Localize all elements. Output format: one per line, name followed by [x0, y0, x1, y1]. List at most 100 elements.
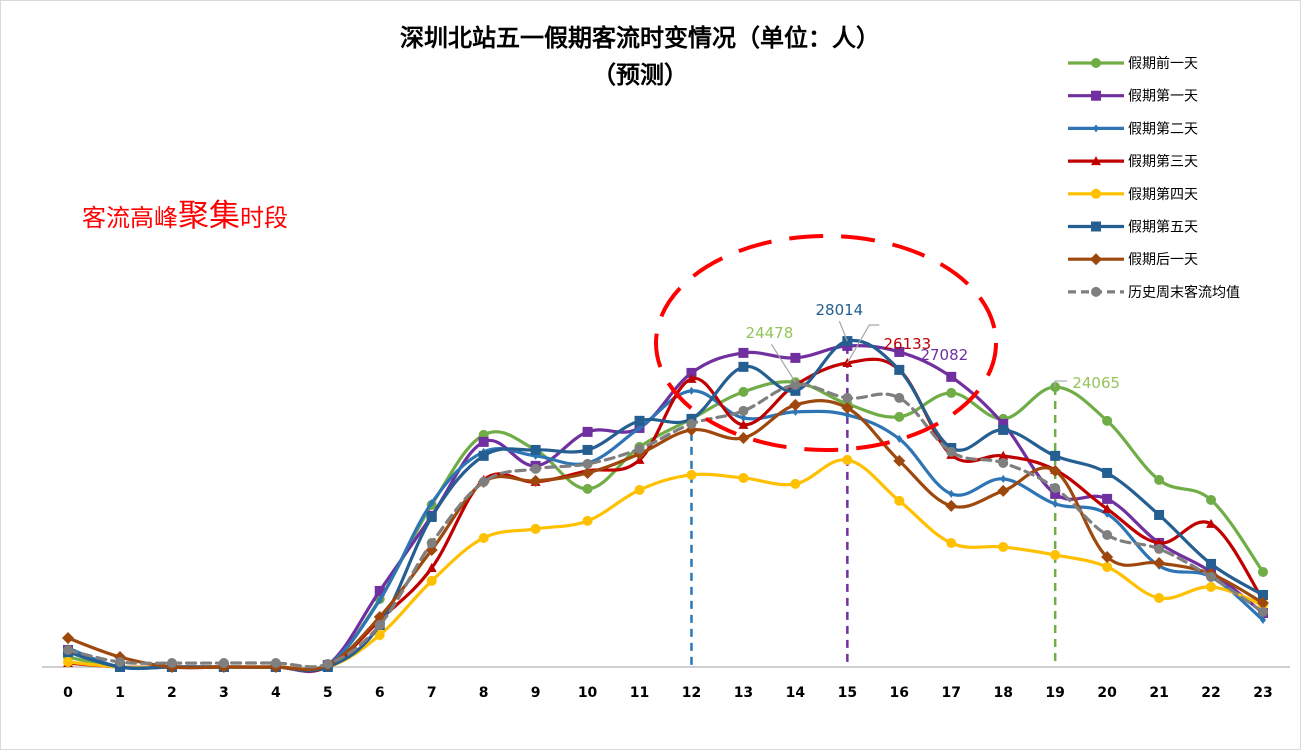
x-tick-label: 7: [427, 685, 437, 701]
data-point: [998, 424, 1009, 435]
data-point: [945, 499, 958, 512]
legend-item: 假期第五天: [1068, 219, 1198, 236]
data-point: [1154, 543, 1165, 554]
legend-label: 假期后一天: [1128, 252, 1198, 268]
data-point: [894, 364, 905, 375]
legend-item: 假期后一天: [1068, 252, 1198, 268]
x-tick-label: 18: [993, 685, 1012, 701]
legend-swatch-marker: [1091, 156, 1101, 166]
data-label-leader: [770, 343, 796, 383]
data-point: [530, 444, 541, 455]
peak-annotation-emphasis: 聚集: [178, 198, 240, 234]
data-point: [844, 410, 851, 419]
legend-label: 假期第三天: [1128, 153, 1198, 170]
data-point: [1102, 493, 1113, 504]
data-point: [1050, 549, 1061, 560]
legend-swatch-marker: [1091, 188, 1101, 199]
data-label: 28014: [815, 301, 863, 319]
data-point: [1206, 494, 1217, 505]
data-point: [894, 495, 905, 506]
data-point: [738, 472, 749, 483]
data-point: [634, 415, 645, 426]
x-tick-label: 2: [167, 685, 177, 701]
legend-label: 假期前一天: [1128, 55, 1198, 72]
data-point: [998, 457, 1009, 468]
data-label-leader: [838, 320, 848, 342]
data-point: [1102, 529, 1113, 540]
data-point: [530, 523, 541, 534]
data-point: [63, 656, 73, 667]
series-2: [65, 386, 1266, 673]
legend-swatch-marker: [1091, 286, 1101, 297]
x-tick-label: 8: [479, 685, 489, 701]
data-point: [737, 431, 750, 444]
data-point: [1101, 550, 1114, 563]
x-tick-label: 19: [1045, 685, 1064, 701]
data-point: [1052, 499, 1059, 508]
data-point: [686, 367, 697, 378]
data-point: [1102, 561, 1113, 572]
data-point: [374, 620, 385, 631]
data-point: [946, 371, 957, 382]
data-point: [790, 352, 801, 363]
data-point: [1102, 503, 1113, 513]
data-point: [790, 478, 801, 489]
data-point: [114, 656, 125, 667]
data-point: [790, 385, 801, 396]
data-point: [946, 537, 957, 548]
data-point: [582, 444, 593, 455]
data-point: [530, 463, 541, 474]
data-point: [582, 426, 593, 437]
chart-title: 深圳北站五一假期客流时变情况（单位：人）: [400, 24, 880, 52]
series-6: [62, 398, 1269, 673]
x-tick-label: 13: [734, 685, 753, 701]
x-tick-label: 6: [375, 685, 385, 701]
data-point: [478, 532, 489, 543]
x-tick-label: 12: [682, 685, 701, 701]
legend-item: 假期第三天: [1068, 153, 1198, 170]
data-point: [1258, 606, 1268, 617]
data-point: [426, 575, 437, 586]
data-point: [478, 450, 489, 461]
series-line: [66, 399, 1265, 672]
data-point: [686, 418, 697, 429]
legend-swatch-marker: [1091, 221, 1101, 232]
data-point: [738, 386, 749, 397]
data-point: [894, 346, 905, 357]
legend-label: 假期第四天: [1128, 186, 1198, 203]
data-point: [218, 658, 229, 669]
data-point: [1154, 509, 1165, 520]
data-point: [841, 401, 854, 414]
data-point: [1000, 474, 1007, 483]
data-point: [582, 483, 593, 494]
x-tick-label: 22: [1201, 685, 1220, 701]
data-point: [998, 450, 1009, 460]
x-tick-label: 5: [323, 685, 333, 701]
x-tick-label: 4: [271, 685, 281, 701]
legend-item: 假期第四天: [1068, 186, 1198, 203]
x-tick-label: 16: [890, 685, 909, 701]
legend-label: 假期第五天: [1128, 219, 1198, 236]
data-point: [636, 423, 643, 432]
data-point: [376, 595, 383, 604]
series-line: [66, 380, 1265, 673]
data-point: [426, 537, 437, 548]
legend-item: 假期第二天: [1068, 120, 1198, 137]
x-tick-label: 17: [942, 685, 961, 701]
data-point: [738, 419, 749, 429]
data-point: [740, 413, 747, 422]
data-point: [1102, 415, 1113, 426]
data-point: [1258, 566, 1268, 577]
data-point: [790, 379, 801, 390]
data-point: [738, 361, 749, 372]
data-point: [997, 484, 1010, 497]
data-point: [738, 347, 749, 358]
data-point: [634, 443, 645, 454]
data-point: [894, 392, 905, 403]
data-point: [792, 407, 799, 416]
data-point: [582, 458, 593, 469]
data-point: [894, 411, 905, 422]
data-point: [1206, 558, 1217, 569]
data-point: [842, 392, 853, 403]
legend-swatch-marker: [1091, 90, 1101, 101]
